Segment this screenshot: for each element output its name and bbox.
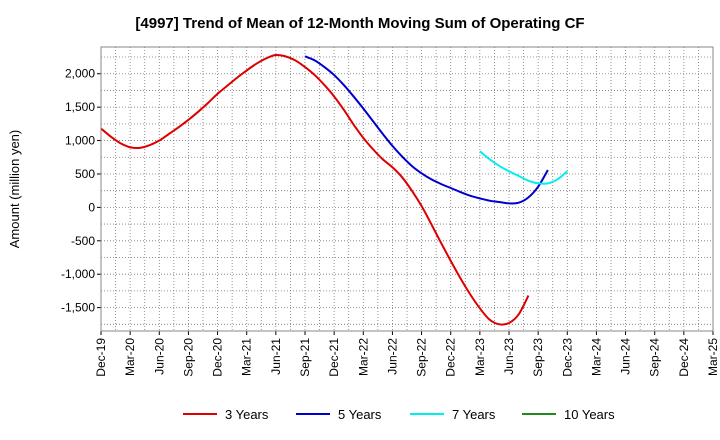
x-tick-label: Dec-23 [560,338,574,377]
y-tick-label: 2,000 [65,67,95,81]
x-tick-label: Mar-24 [589,338,603,376]
y-tick-label: 1,500 [65,100,95,114]
x-tick-label: Sep-23 [531,338,545,377]
y-tick-label: 0 [88,200,95,214]
x-tick-label: Sep-20 [181,338,195,377]
x-tick-label: Dec-20 [211,338,225,377]
x-tick-label: Jun-22 [385,338,399,375]
series-line-7-years [479,150,568,185]
x-axis-ticks: Dec-19 Mar-20 Jun-20 Sep-20 Dec-20 Mar-21 Jun-… [94,331,720,377]
x-tick-label: Mar-20 [123,338,137,376]
legend: 3 Years 5 Years 7 Years 10 Years [183,407,615,422]
y-axis-ticks: 2,000 1,500 1,000 500 0 -500 -1,000 -1,500 [61,67,101,315]
x-tick-label: Dec-19 [94,338,108,377]
x-tick-label: Jun-20 [152,338,166,375]
y-tick-label: 500 [75,167,95,181]
legend-label: 10 Years [564,407,615,422]
chart-title: [4997] Trend of Mean of 12-Month Moving … [135,15,584,32]
x-tick-label: Jun-23 [502,338,516,375]
y-axis-label: Amount (million yen) [7,130,22,249]
x-tick-label: Sep-24 [648,338,662,377]
series-line-5-years [304,55,549,205]
x-tick-label: Dec-24 [677,338,691,377]
legend-label: 3 Years [225,407,269,422]
y-tick-label: -1,500 [61,301,95,315]
x-tick-label: Jun-21 [269,338,283,375]
plot-frame [100,46,714,332]
grid-lines [100,47,714,331]
x-tick-label: Mar-22 [356,338,370,376]
y-tick-label: 1,000 [65,134,95,148]
x-tick-label: Mar-21 [240,338,254,376]
x-tick-label: Dec-21 [327,338,341,377]
x-tick-label: Sep-22 [415,338,429,377]
x-tick-label: Sep-21 [298,338,312,377]
series-line-3-years [100,53,530,326]
y-tick-label: -1,000 [61,267,95,281]
x-tick-label: Jun-24 [619,338,633,375]
series-lines [100,53,568,326]
x-tick-label: Dec-22 [444,338,458,377]
x-tick-label: Mar-23 [473,338,487,376]
x-tick-label: Mar-25 [706,338,720,376]
legend-label: 7 Years [452,407,496,422]
y-tick-label: -500 [71,234,95,248]
legend-label: 5 Years [338,407,382,422]
